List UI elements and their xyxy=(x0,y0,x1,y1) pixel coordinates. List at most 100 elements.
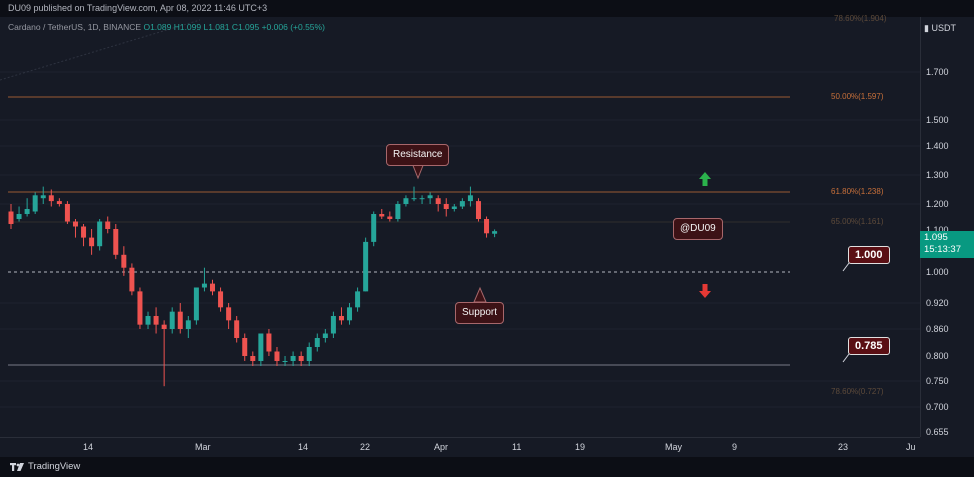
fib-label-top: 78.60%(1.904) xyxy=(834,14,887,23)
candle xyxy=(153,307,159,334)
candle-body xyxy=(363,241,369,292)
watermark-callout[interactable]: @DU09 xyxy=(673,218,723,240)
candle-body xyxy=(81,226,87,238)
candle-body xyxy=(177,311,183,329)
candle-body xyxy=(467,195,473,202)
fib-label-618: 61.80%(1.238) xyxy=(831,187,884,196)
candle-body xyxy=(435,198,441,204)
ohlc-values: O1.089 H1.099 L1.081 C1.095 +0.006 (+0.5… xyxy=(143,22,325,32)
candle xyxy=(113,224,119,260)
candle-body xyxy=(492,231,498,234)
candle xyxy=(64,201,70,224)
candle xyxy=(419,195,425,204)
candle-body xyxy=(97,221,103,247)
candle-body xyxy=(274,351,280,361)
candle-body xyxy=(250,356,256,361)
time-label-23: 23 xyxy=(838,442,849,452)
candle xyxy=(298,351,304,366)
candle xyxy=(226,303,232,329)
candle-body xyxy=(121,254,127,268)
tradingview-brand[interactable]: TradingView xyxy=(10,461,80,472)
candle xyxy=(8,204,14,229)
tradingview-logo-icon xyxy=(10,462,24,471)
candle xyxy=(435,195,441,212)
candle-body xyxy=(347,307,353,321)
candle xyxy=(89,229,95,255)
candle-body xyxy=(306,347,312,361)
time-label-9: 9 xyxy=(732,442,738,452)
candle xyxy=(475,198,481,222)
price-chart[interactable] xyxy=(0,17,920,437)
header-bar: DU09 published on TradingView.com, Apr 0… xyxy=(0,0,974,17)
price-axis[interactable]: ▮ USDT 1.700 1.500 1.400 1.300 1.200 1.1… xyxy=(920,17,974,437)
support-callout[interactable]: Support xyxy=(455,302,505,324)
price-tag-2[interactable]: 0.785 xyxy=(848,337,890,355)
candle-body xyxy=(330,316,336,334)
candle xyxy=(347,303,353,325)
candle-body xyxy=(282,361,288,362)
trendline xyxy=(0,19,201,81)
candle-body xyxy=(451,206,457,209)
candle-body xyxy=(153,316,159,325)
candle xyxy=(395,201,401,222)
candle-body xyxy=(314,338,320,347)
candle xyxy=(363,237,369,292)
resistance-callout[interactable]: Resistance xyxy=(386,144,450,166)
symbol-legend[interactable]: Cardano / TetherUS, 1D, BINANCE O1.089 H… xyxy=(8,22,325,32)
candles xyxy=(8,186,498,387)
candle-body xyxy=(411,198,417,200)
time-label-14-feb: 14 xyxy=(83,442,94,452)
current-price-badge: 1.095 15:13:37 xyxy=(920,231,974,258)
candle-body xyxy=(218,291,224,308)
brand-name: TradingView xyxy=(28,461,81,472)
candle xyxy=(484,216,490,238)
candle xyxy=(274,347,280,366)
candle-body xyxy=(24,209,30,214)
candle xyxy=(290,351,296,366)
time-label-19: 19 xyxy=(575,442,586,452)
candle-body xyxy=(419,198,425,200)
candle-body xyxy=(387,216,393,219)
candle xyxy=(193,287,199,325)
candle xyxy=(169,307,175,334)
candle-body xyxy=(475,201,481,219)
candle-body xyxy=(258,333,264,361)
candle-body xyxy=(32,195,38,212)
time-label-may: May xyxy=(665,442,683,452)
candle xyxy=(467,186,473,207)
candle-body xyxy=(16,214,22,219)
symbol-name: Cardano / TetherUS, 1D, BINANCE xyxy=(8,22,142,32)
time-axis[interactable]: 14 Mar 14 22 Apr 11 19 May 9 23 Ju xyxy=(0,437,920,458)
candle-body xyxy=(185,320,191,329)
candle xyxy=(24,198,30,217)
candle-body xyxy=(129,267,135,292)
time-label-apr: Apr xyxy=(434,442,449,452)
time-label-mar: Mar xyxy=(195,442,211,452)
candle xyxy=(314,333,320,352)
price-tag-1[interactable]: 1.000 xyxy=(848,246,890,264)
currency-label: ▮ USDT xyxy=(924,23,956,34)
currency-text: USDT xyxy=(931,23,956,33)
tick-1500: 1.500 xyxy=(926,115,949,125)
candle xyxy=(97,219,103,251)
fib-label-50: 50.00%(1.597) xyxy=(831,92,884,101)
candle-body xyxy=(322,333,328,338)
candle-body xyxy=(210,283,215,292)
tick-1700: 1.700 xyxy=(926,67,949,77)
candle xyxy=(129,263,135,296)
candle xyxy=(201,267,207,292)
candle-body xyxy=(459,201,465,207)
candle-body xyxy=(395,204,401,219)
candle-body xyxy=(193,287,199,321)
candle-body xyxy=(234,320,240,338)
candle xyxy=(282,356,288,366)
time-label-14-mar: 14 xyxy=(298,442,309,452)
candle-body xyxy=(48,195,54,202)
candle xyxy=(379,209,385,219)
tick-0920: 0.920 xyxy=(926,298,949,308)
tag-2-pointer xyxy=(842,353,850,363)
candle-body xyxy=(298,356,304,361)
candle-body xyxy=(242,338,248,356)
candle xyxy=(330,311,336,338)
tick-0750: 0.750 xyxy=(926,376,949,386)
